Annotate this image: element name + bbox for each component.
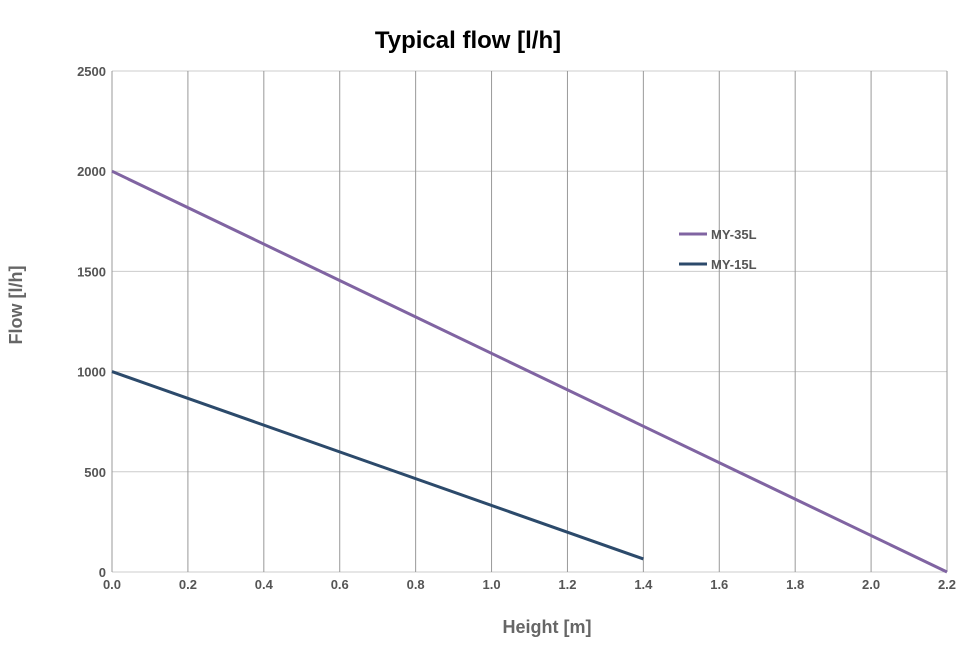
x-tick-label: 0.8 xyxy=(407,577,425,592)
x-tick-label: 0.2 xyxy=(179,577,197,592)
x-tick-label: 2.0 xyxy=(862,577,880,592)
legend-label-my-35l: MY-35L xyxy=(711,227,757,242)
x-tick-label: 1.2 xyxy=(558,577,576,592)
x-tick-label: 1.0 xyxy=(483,577,501,592)
y-tick-label: 2500 xyxy=(77,64,106,79)
y-tick-label: 2000 xyxy=(77,164,106,179)
series-line-my-15l xyxy=(111,370,644,561)
y-axis-title: Flow [l/h] xyxy=(6,266,26,345)
x-tick-label: 0.6 xyxy=(331,577,349,592)
x-axis-title: Height [m] xyxy=(503,617,592,637)
y-tick-label: 1500 xyxy=(77,264,106,279)
x-tick-label: 1.8 xyxy=(786,577,804,592)
y-tick-label: 500 xyxy=(84,465,106,480)
legend-label-my-15l: MY-15L xyxy=(711,257,757,272)
grid xyxy=(111,70,948,573)
x-tick-label: 0.4 xyxy=(255,577,274,592)
y-tick-label: 0 xyxy=(99,565,106,580)
legend: MY-35L MY-15L xyxy=(679,227,757,272)
series-line-my-35l xyxy=(111,169,948,574)
x-tick-label: 1.4 xyxy=(634,577,653,592)
chart-title: Typical flow [l/h] xyxy=(375,27,561,54)
x-tick-label: 1.6 xyxy=(710,577,728,592)
series-lines xyxy=(111,169,948,574)
y-axis-ticks: 0 500 1000 1500 2000 2500 xyxy=(77,64,106,580)
x-tick-label: 2.2 xyxy=(938,577,956,592)
y-tick-label: 1000 xyxy=(77,365,106,380)
x-axis-ticks: 0.0 0.2 0.4 0.6 0.8 1.0 1.2 1.4 1.6 1.8 2.0 2.2 xyxy=(103,577,956,592)
x-tick-label: 0.0 xyxy=(103,577,121,592)
